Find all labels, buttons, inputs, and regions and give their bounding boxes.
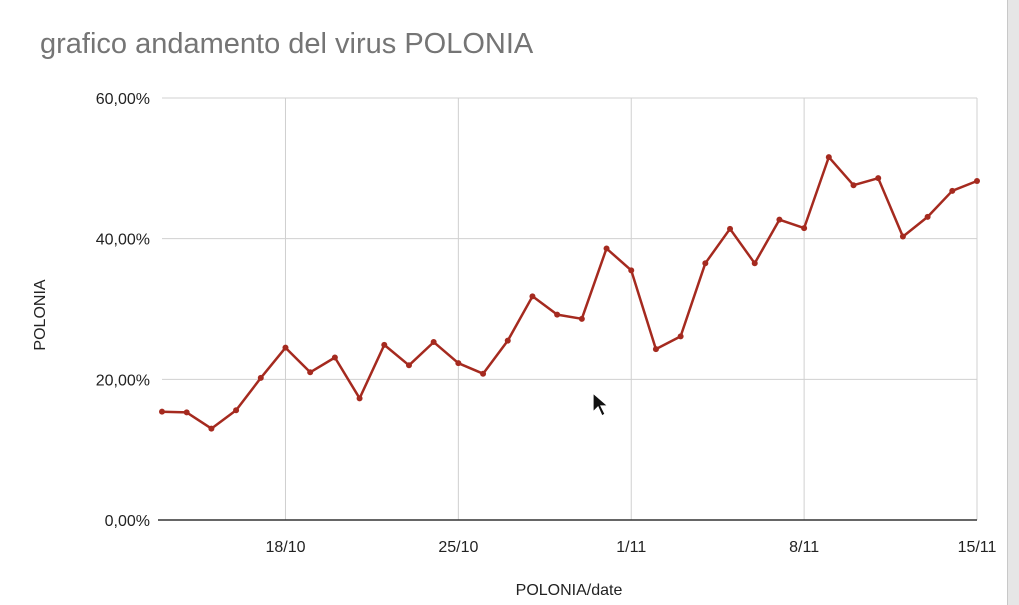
data-point — [257, 374, 264, 381]
sheet-edge — [1008, 0, 1019, 605]
chart-title: grafico andamento del virus POLONIA — [40, 28, 534, 60]
y-axis-title: POLONIA — [32, 279, 49, 350]
data-point — [529, 293, 536, 300]
data-point — [480, 370, 487, 377]
data-point — [801, 225, 808, 232]
data-point — [974, 177, 980, 184]
x-tick-label: 8/11 — [789, 539, 819, 556]
y-tick-label: 20,00% — [96, 372, 150, 389]
data-point — [776, 216, 783, 223]
data-point — [233, 407, 240, 414]
y-tick-label: 60,00% — [96, 91, 150, 108]
data-point — [603, 245, 610, 252]
data-point — [578, 315, 585, 322]
x-axis-title: POLONIA/date — [516, 582, 623, 599]
data-point — [307, 369, 314, 376]
data-point — [825, 154, 832, 161]
data-point — [331, 354, 338, 361]
data-point — [430, 339, 437, 346]
data-point — [727, 225, 734, 232]
data-point — [899, 233, 906, 240]
data-point — [850, 182, 857, 189]
data-point — [282, 344, 289, 351]
mouse-pointer-icon — [592, 392, 610, 417]
data-point — [405, 362, 412, 369]
data-point — [356, 395, 363, 402]
data-point — [455, 360, 462, 367]
x-tick-label: 1/11 — [616, 539, 646, 556]
data-point — [504, 337, 511, 344]
data-point — [159, 408, 165, 415]
data-point — [183, 409, 190, 416]
data-point — [677, 333, 684, 340]
data-point — [751, 260, 758, 267]
data-point — [875, 175, 882, 182]
data-point — [381, 341, 388, 348]
data-point — [702, 260, 709, 267]
x-tick-label: 25/10 — [438, 539, 478, 556]
data-point — [924, 213, 931, 220]
data-point — [949, 187, 956, 194]
data-point — [652, 346, 659, 353]
x-tick-label: 15/11 — [958, 539, 997, 556]
y-tick-label: 40,00% — [96, 232, 150, 249]
series-line-polonia — [161, 155, 978, 430]
y-tick-label: 0,00% — [105, 513, 150, 530]
data-point — [554, 311, 561, 318]
x-tick-label: 18/10 — [265, 539, 305, 556]
data-point — [628, 267, 635, 274]
data-point — [208, 425, 215, 432]
